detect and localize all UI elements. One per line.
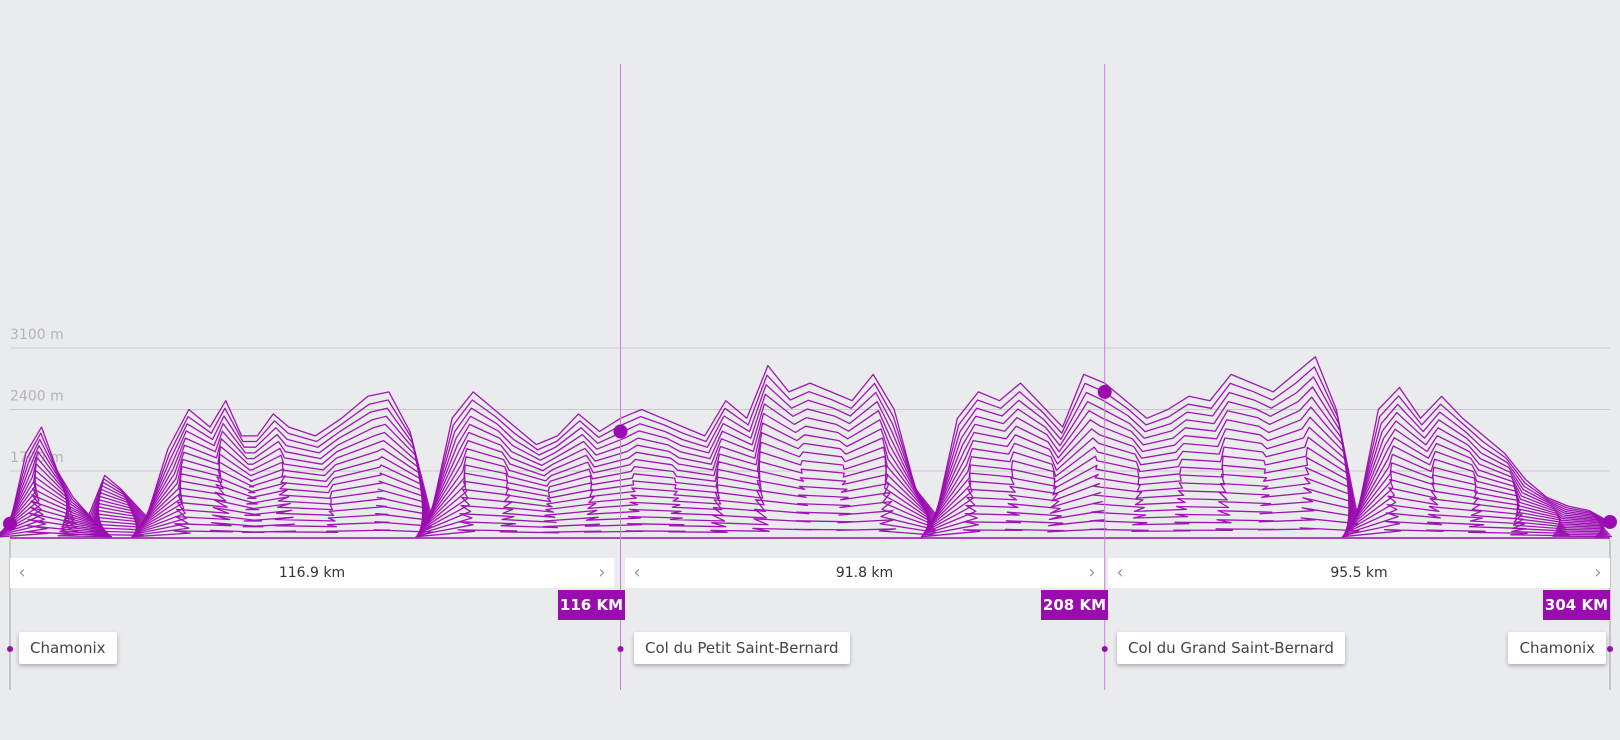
segment-bar-2: ‹ 91.8 km › xyxy=(625,558,1104,588)
place-label-petit-saint-bernard[interactable]: Col du Petit Saint-Bernard xyxy=(634,632,850,664)
km-badge: 208 KM xyxy=(1040,590,1108,620)
y-tick-label: 2400 m xyxy=(10,389,64,405)
profile-layer-line xyxy=(0,527,1613,538)
next-arrow-icon[interactable]: › xyxy=(598,562,606,583)
km-badge: 116 KM xyxy=(557,590,625,620)
segment-distance: 95.5 km xyxy=(1330,565,1388,581)
profile-layer-line xyxy=(0,517,1611,537)
prev-arrow-icon[interactable]: ‹ xyxy=(18,562,26,583)
place-label-start[interactable]: Chamonix xyxy=(19,632,117,664)
checkpoint-dot xyxy=(7,646,13,652)
checkpoint-dot xyxy=(617,646,624,652)
place-label-finish[interactable]: Chamonix xyxy=(1508,632,1606,664)
profile-layer-line xyxy=(9,356,1611,524)
profile-marker xyxy=(613,424,628,439)
segment-bar-3: ‹ 95.5 km › xyxy=(1108,558,1610,588)
prev-arrow-icon[interactable]: ‹ xyxy=(1116,562,1124,583)
checkpoint-dot xyxy=(1101,646,1108,652)
prev-arrow-icon[interactable]: ‹ xyxy=(633,562,641,583)
profile-marker xyxy=(1097,384,1112,399)
y-tick-label: 3100 m xyxy=(10,327,64,343)
segment-bar-1: ‹ 116.9 km › xyxy=(10,558,614,588)
profile-marker xyxy=(3,516,17,531)
next-arrow-icon[interactable]: › xyxy=(1088,562,1096,583)
place-label-grand-saint-bernard[interactable]: Col du Grand Saint-Bernard xyxy=(1117,632,1345,664)
segment-distance: 91.8 km xyxy=(835,565,894,581)
checkpoint-dot xyxy=(1607,646,1613,652)
segment-distance: 116.9 km xyxy=(278,565,346,581)
km-badge: 304 KM xyxy=(1542,590,1610,620)
profile-marker xyxy=(1603,514,1617,529)
next-arrow-icon[interactable]: › xyxy=(1594,562,1602,583)
